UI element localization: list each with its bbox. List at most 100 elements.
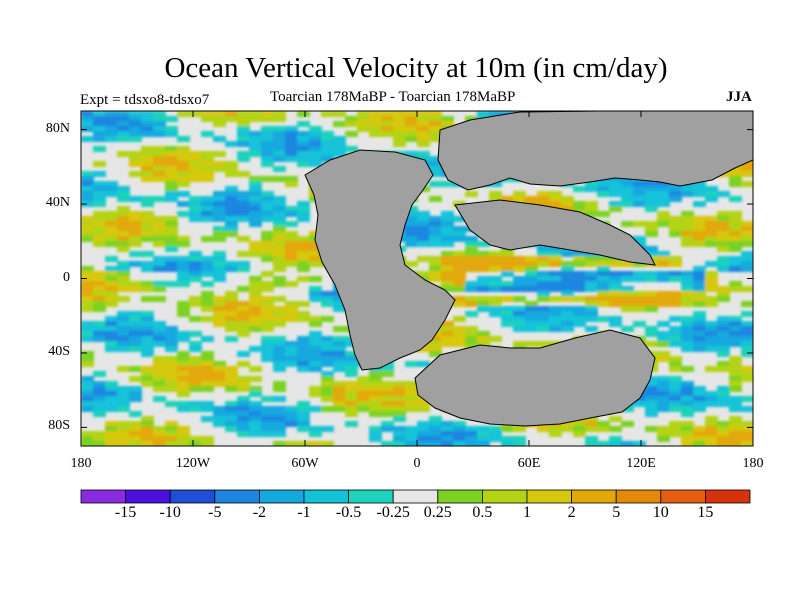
field-cell [105,271,118,277]
field-cell [153,241,166,247]
field-cell [489,111,502,117]
field-cell [237,116,250,122]
field-cell [237,326,250,332]
field-cell [309,356,322,362]
field-cell [141,286,154,292]
field-cell [705,431,718,437]
field-cell [309,391,322,397]
field-cell [165,261,178,267]
field-cell [93,171,106,177]
field-cell [81,386,94,392]
field-cell [357,126,370,132]
field-cell [201,406,214,412]
field-cell [153,366,166,372]
field-cell [105,191,118,197]
field-cell [285,181,298,187]
field-cell [681,331,694,337]
field-cell [309,406,322,412]
field-cell [381,121,394,127]
field-cell [321,391,334,397]
field-cell [381,396,394,402]
field-cell [153,341,166,347]
field-cell [237,301,250,307]
field-cell [177,426,190,432]
field-cell [105,216,118,222]
field-cell [273,196,286,202]
field-cell [93,286,106,292]
field-cell [417,431,430,437]
field-cell [729,221,742,227]
field-cell [393,406,406,412]
field-cell [333,361,346,367]
field-cell [537,256,550,262]
field-cell [633,201,646,207]
field-cell [141,431,154,437]
field-cell [249,221,262,227]
field-cell [645,191,658,197]
field-cell [225,166,238,172]
field-cell [237,421,250,427]
field-cell [693,236,706,242]
field-cell [669,391,682,397]
field-cell [693,271,706,277]
field-cell [261,271,274,277]
field-cell [621,441,634,446]
field-cell [273,386,286,392]
field-cell [93,406,106,412]
field-cell [129,336,142,342]
field-cell [429,226,442,232]
field-cell [717,386,730,392]
field-cell [561,316,574,322]
field-cell [441,276,454,282]
field-cell [381,371,394,377]
field-cell [273,296,286,302]
field-cell [213,266,226,272]
field-cell [417,231,430,237]
field-cell [153,216,166,222]
field-cell [261,236,274,242]
field-cell [657,296,670,302]
field-cell [693,341,706,347]
field-cell [177,331,190,337]
field-cell [741,346,753,352]
field-cell [273,141,286,147]
field-cell [297,441,310,446]
field-cell [285,231,298,237]
field-cell [93,226,106,232]
field-cell [561,326,574,332]
field-cell [405,206,418,212]
field-cell [657,211,670,217]
field-cell [105,181,118,187]
field-cell [585,286,598,292]
field-cell [237,201,250,207]
field-cell [393,411,406,417]
field-cell [321,301,334,307]
field-cell [81,186,94,192]
field-cell [705,231,718,237]
field-cell [693,331,706,337]
field-cell [549,306,562,312]
field-cell [741,376,753,382]
field-cell [681,426,694,432]
field-cell [441,431,454,437]
field-cell [657,191,670,197]
field-cell [189,261,202,267]
field-cell [285,256,298,262]
field-cell [105,386,118,392]
field-cell [681,326,694,332]
field-cell [261,296,274,302]
field-cell [369,111,382,117]
field-cell [105,321,118,327]
field-cell [141,251,154,257]
colorbar-swatch [660,489,706,504]
field-cell [369,371,382,377]
field-cell [645,226,658,232]
field-cell [345,361,358,367]
field-cell [429,221,442,227]
field-cell [201,156,214,162]
field-cell [369,126,382,132]
field-cell [141,211,154,217]
field-cell [597,426,610,432]
field-cell [717,226,730,232]
